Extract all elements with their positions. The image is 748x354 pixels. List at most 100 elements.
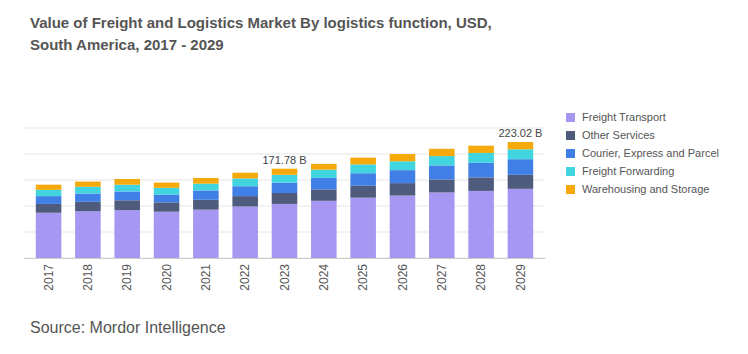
tick-label: 2028 (474, 264, 488, 291)
bar (272, 204, 298, 258)
tick: 2020 (160, 258, 174, 291)
series (36, 189, 533, 258)
bar (508, 175, 534, 189)
title: Value of Freight and Logistics Market By… (30, 14, 492, 53)
bar (154, 183, 180, 188)
bar (154, 202, 180, 211)
bar (114, 185, 140, 192)
annotation: 223.02 B (498, 127, 542, 139)
legend-swatch (566, 167, 575, 176)
bar (36, 190, 62, 196)
legend-swatch (566, 131, 575, 140)
bar (114, 210, 140, 258)
legend-label: Freight Forwarding (582, 165, 674, 177)
bar (272, 193, 298, 204)
bar (390, 161, 416, 170)
tick-label: 2022 (238, 264, 252, 291)
tick: 2026 (396, 258, 410, 291)
bar (232, 186, 258, 196)
bar (114, 191, 140, 200)
bar (350, 158, 376, 165)
bar (429, 149, 455, 156)
series (36, 159, 533, 204)
tick: 2019 (120, 258, 134, 291)
grid-line (24, 128, 545, 129)
series (36, 149, 533, 196)
series (36, 175, 533, 213)
tick: 2022 (238, 258, 252, 291)
tick-label: 2026 (396, 264, 410, 291)
bar (232, 196, 258, 206)
bar (193, 178, 219, 184)
bar (429, 179, 455, 192)
tick-label: 2017 (42, 264, 56, 291)
legend-swatch (566, 149, 575, 158)
tick: 2023 (278, 258, 292, 291)
tick-label: 2025 (356, 264, 370, 291)
bar (154, 188, 180, 195)
bar (311, 164, 337, 170)
tick-label: 2018 (81, 264, 95, 291)
bar (272, 169, 298, 175)
bar (154, 195, 180, 203)
bar (350, 198, 376, 258)
bar (75, 211, 101, 258)
tick-label: 2027 (435, 264, 449, 291)
legend-label: Freight Transport (582, 111, 666, 123)
bar (154, 212, 180, 258)
bar (75, 187, 101, 194)
tick-label: 2024 (317, 264, 331, 291)
tick-label: 2029 (514, 264, 528, 291)
chart: Value of Freight and Logistics Market By… (0, 0, 748, 354)
x-axis: 2017 2018 2019 2020 2021 2022 2023 2024 2025 2026… (25, 258, 546, 291)
bar (350, 186, 376, 198)
bar (390, 183, 416, 195)
bar (390, 170, 416, 183)
bar (508, 159, 534, 175)
bar (468, 146, 494, 153)
bar (311, 170, 337, 178)
bar (429, 192, 455, 258)
bar (193, 200, 219, 210)
bar (468, 153, 494, 163)
bar (232, 173, 258, 179)
tick: 2027 (435, 258, 449, 291)
bar (75, 194, 101, 202)
bar (508, 142, 534, 149)
tick: 2017 (42, 258, 56, 291)
bar (36, 196, 62, 204)
bar (429, 156, 455, 165)
bar (36, 213, 62, 258)
bar (508, 189, 534, 258)
tick: 2021 (199, 258, 213, 291)
bar (75, 182, 101, 187)
legend-swatch (566, 113, 575, 122)
tick-label: 2020 (160, 264, 174, 291)
bar (350, 164, 376, 173)
axis-line (25, 258, 546, 259)
bar (429, 165, 455, 179)
series (36, 142, 533, 190)
bar (193, 184, 219, 191)
bar (350, 173, 376, 185)
bar (114, 200, 140, 210)
bar (468, 163, 494, 178)
annotations: 171.78 B223.02 B (262, 127, 542, 166)
tick: 2029 (514, 258, 528, 291)
bar (36, 185, 62, 190)
bar (193, 210, 219, 258)
tick: 2018 (81, 258, 95, 291)
bar (468, 191, 494, 258)
legend-swatch (566, 185, 575, 194)
bar (468, 177, 494, 191)
bar (114, 179, 140, 185)
bar (232, 178, 258, 186)
tick: 2028 (474, 258, 488, 291)
tick-label: 2021 (199, 264, 213, 291)
tick: 2025 (356, 258, 370, 291)
bar (311, 178, 337, 189)
legend: Freight TransportOther ServicesCourier, … (566, 111, 719, 195)
bar (75, 202, 101, 211)
bar (311, 189, 337, 200)
bar (193, 190, 219, 199)
